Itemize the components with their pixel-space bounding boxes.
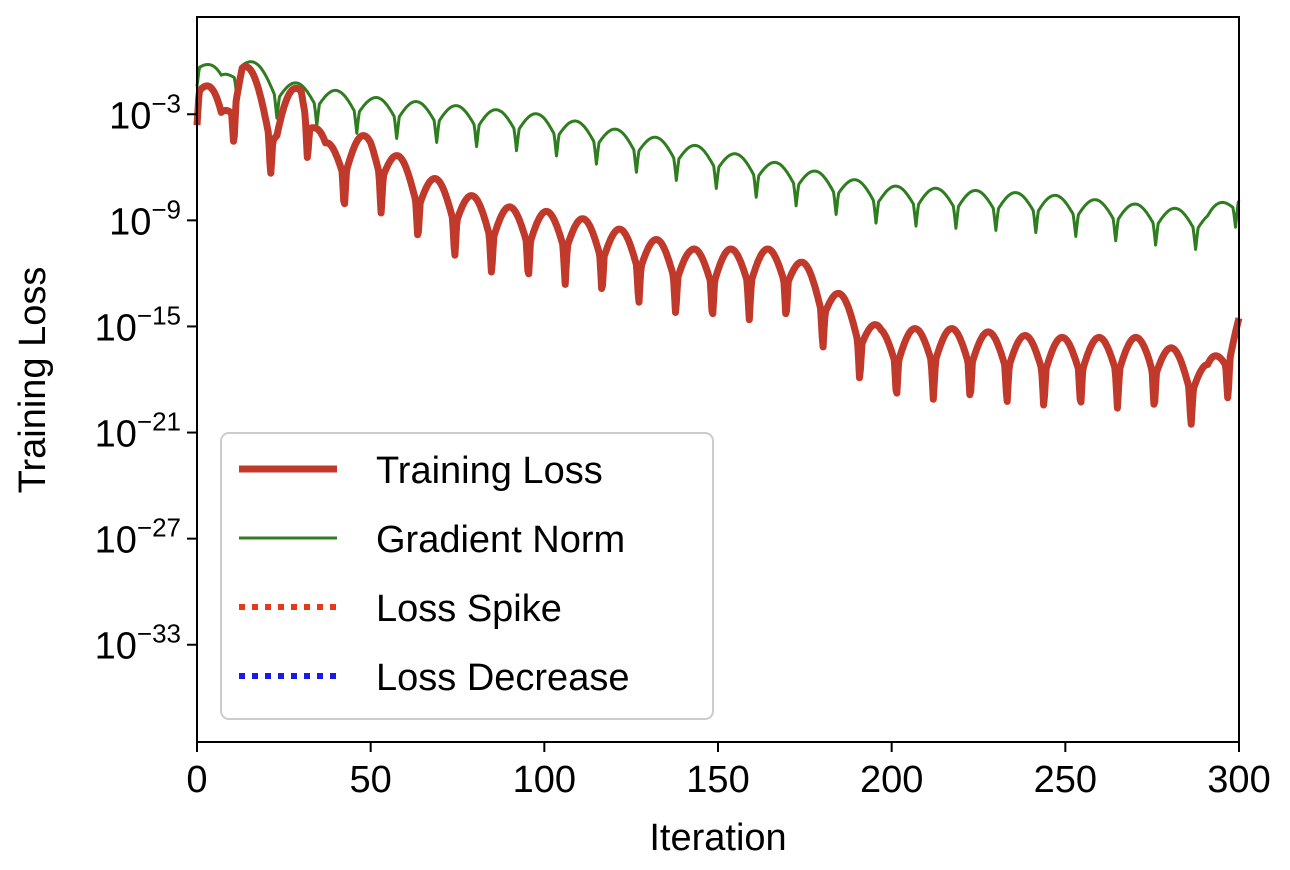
plot-lines bbox=[193, 60, 1243, 428]
legend-label-gradient-norm: Gradient Norm bbox=[376, 519, 625, 561]
legend-label-loss-spike: Loss Spike bbox=[376, 588, 562, 630]
y-tick-label: 10−9 bbox=[109, 194, 181, 243]
x-axis-ticks: 0 50 100 150 200 250 300 bbox=[186, 742, 1271, 801]
legend-box bbox=[220, 432, 714, 720]
y-tick-label: 10−15 bbox=[95, 300, 181, 349]
x-tick-label: 50 bbox=[350, 759, 392, 801]
x-tick-label: 0 bbox=[186, 759, 207, 801]
y-tick-label: 10−27 bbox=[95, 513, 181, 562]
y-tick-label: 10−33 bbox=[95, 619, 181, 668]
x-tick-label: 200 bbox=[860, 759, 923, 801]
legend-label-training-loss: Training Loss bbox=[376, 450, 603, 492]
y-tick-label: 10−21 bbox=[95, 407, 181, 456]
y-tick-label: 10−3 bbox=[109, 88, 181, 137]
x-axis-label: Iteration bbox=[649, 817, 786, 859]
legend-label-loss-decrease: Loss Decrease bbox=[376, 657, 629, 699]
series-line-gradient-norm bbox=[195, 60, 1241, 251]
x-tick-label: 300 bbox=[1207, 759, 1270, 801]
x-tick-label: 150 bbox=[686, 759, 749, 801]
x-tick-label: 100 bbox=[513, 759, 576, 801]
y-axis-label: Training Loss bbox=[12, 267, 54, 494]
legend: Training Loss Gradient Norm Loss Spike L… bbox=[220, 432, 714, 720]
y-axis-ticks: 10−3 10−9 10−15 10−21 10−27 10−33 bbox=[95, 88, 197, 668]
series-line-training-loss bbox=[193, 63, 1243, 428]
x-tick-label: 250 bbox=[1034, 759, 1097, 801]
